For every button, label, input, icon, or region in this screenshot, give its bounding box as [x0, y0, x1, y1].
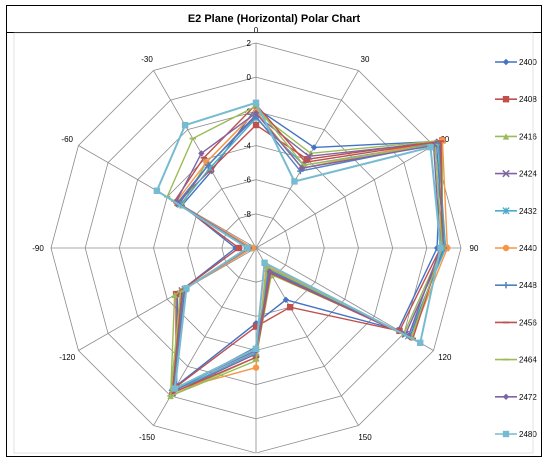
grid-spoke: [153, 70, 257, 249]
angle-tick-label: -90: [32, 244, 44, 253]
radial-tick-label: 2: [247, 39, 252, 48]
data-point: [310, 144, 318, 151]
data-point: [502, 169, 510, 178]
data-point: [171, 291, 178, 299]
angle-tick-label: 30: [361, 55, 370, 64]
data-point: [502, 96, 510, 103]
angle-tick-label: 150: [358, 433, 372, 442]
data-point: [153, 187, 161, 194]
data-point: [266, 268, 273, 275]
data-point: [502, 282, 510, 289]
radial-tick-label: -8: [244, 210, 252, 219]
data-point: [261, 259, 268, 266]
angle-tick-label: 90: [470, 244, 479, 253]
grid-spoke: [255, 145, 434, 249]
legend-label: 2400: [519, 58, 537, 67]
legend-label: 2424: [519, 170, 537, 179]
series-line: [171, 103, 443, 395]
data-point: [502, 207, 510, 215]
angle-tick-label: -120: [59, 353, 76, 362]
data-point: [417, 339, 424, 347]
data-point: [252, 345, 260, 352]
data-point: [252, 121, 260, 129]
data-point: [502, 430, 510, 438]
data-point: [249, 244, 256, 252]
legend-label: 2432: [519, 207, 537, 216]
series-line: [166, 105, 443, 398]
data-point: [502, 393, 510, 400]
data-point: [252, 109, 260, 117]
data-point: [252, 323, 260, 330]
data-point: [235, 244, 243, 252]
plot-area-border: [13, 32, 534, 454]
data-point: [437, 244, 444, 252]
legend-label: 2448: [519, 281, 537, 290]
data-point: [244, 244, 251, 252]
legend-label: 2480: [519, 430, 537, 439]
legend-label: 2408: [519, 95, 537, 104]
data-point: [502, 133, 510, 140]
angle-tick-label: 0: [254, 26, 259, 35]
data-point: [204, 161, 212, 169]
data-point: [198, 150, 205, 157]
data-point: [305, 152, 313, 161]
data-point: [307, 150, 314, 157]
data-point: [286, 303, 294, 311]
data-point: [171, 385, 179, 392]
data-point: [252, 364, 260, 371]
data-point: [444, 244, 451, 252]
legend-label: 2472: [519, 393, 537, 402]
angle-tick-label: -60: [61, 135, 73, 144]
data-point: [298, 164, 306, 172]
data-point: [502, 58, 510, 66]
angle-tick-label: -30: [141, 55, 153, 64]
chart-frame: E2 Plane (Horizontal) Polar Chart: [6, 5, 542, 457]
data-point: [183, 284, 190, 292]
data-point: [291, 178, 298, 185]
legend-label: 2416: [519, 132, 537, 141]
legend-label: 2456: [519, 318, 537, 327]
radial-tick-label: 0: [247, 73, 252, 82]
angle-tick-label: 120: [438, 353, 452, 362]
radial-tick-label: -2: [244, 107, 252, 116]
legend-label: 2464: [519, 356, 537, 365]
data-point: [252, 99, 260, 106]
data-point: [181, 122, 189, 129]
grid-spoke: [78, 247, 257, 351]
data-point: [502, 244, 510, 252]
angle-tick-label: -150: [139, 433, 156, 442]
radial-tick-label: -6: [244, 176, 252, 185]
data-point: [304, 156, 311, 163]
data-point: [282, 296, 290, 303]
data-point: [427, 144, 434, 151]
chart-title: E2 Plane (Horizontal) Polar Chart: [7, 6, 541, 33]
data-point: [232, 244, 239, 252]
legend-label: 2440: [519, 244, 537, 253]
radial-tick-label: -4: [244, 142, 252, 151]
